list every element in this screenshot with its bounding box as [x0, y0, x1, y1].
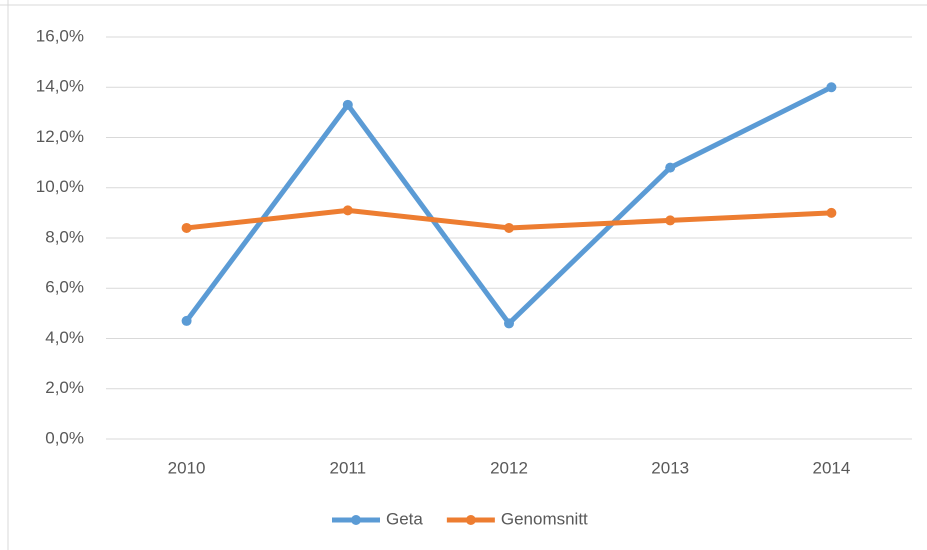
- x-tick-label: 2012: [490, 458, 528, 477]
- x-tick-label: 2013: [651, 458, 689, 477]
- y-tick-label: 14,0%: [36, 77, 84, 96]
- legend-label: Genomsnitt: [501, 509, 588, 528]
- x-tick-label: 2014: [812, 458, 850, 477]
- data-point: [181, 315, 192, 326]
- y-tick-label: 10,0%: [36, 177, 84, 196]
- data-point: [342, 99, 353, 110]
- data-point: [826, 82, 837, 93]
- y-tick-label: 4,0%: [45, 328, 84, 347]
- data-point: [504, 318, 514, 329]
- legend-marker: [351, 515, 361, 525]
- y-tick-label: 0,0%: [45, 428, 84, 447]
- data-point: [504, 222, 514, 233]
- y-tick-label: 8,0%: [45, 227, 84, 246]
- legend-marker: [465, 515, 476, 525]
- data-point: [181, 222, 192, 233]
- y-tick-label: 16,0%: [36, 26, 84, 45]
- y-tick-label: 6,0%: [45, 278, 84, 297]
- data-point: [665, 162, 676, 173]
- data-point: [342, 205, 353, 216]
- x-tick-label: 2010: [168, 458, 206, 477]
- legend-label: Geta: [386, 509, 423, 528]
- y-tick-label: 2,0%: [45, 378, 84, 397]
- data-point: [665, 215, 676, 226]
- x-tick-label: 2011: [330, 458, 367, 477]
- data-point: [826, 207, 837, 218]
- y-tick-label: 12,0%: [36, 127, 84, 146]
